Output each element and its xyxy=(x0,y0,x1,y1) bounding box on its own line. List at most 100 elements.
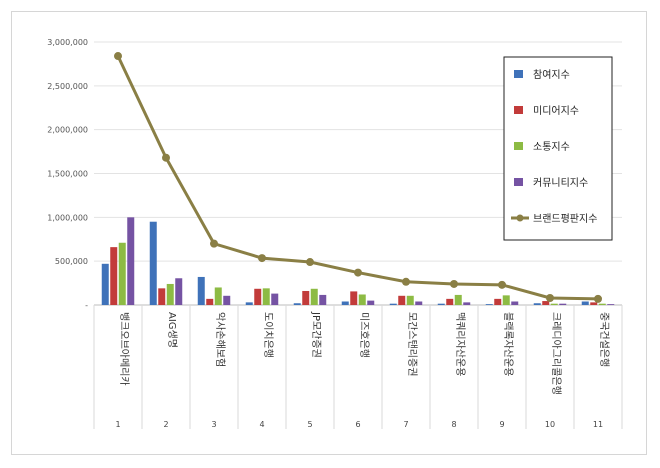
gridlines xyxy=(93,41,623,429)
line-point xyxy=(210,239,218,248)
bar xyxy=(598,303,606,305)
category-label: 블랙록자산운용 xyxy=(502,312,514,376)
bar xyxy=(559,303,567,305)
category-number: 11 xyxy=(593,420,603,429)
line-point xyxy=(306,258,314,267)
y-tick-label: 2,000,000 xyxy=(47,126,88,135)
legend-swatch xyxy=(514,70,523,78)
y-tick-label: 1,000,000 xyxy=(47,213,88,222)
bar xyxy=(254,288,262,305)
category-label: 뱅크오브아메리카 xyxy=(118,312,130,386)
legend-swatch xyxy=(514,178,523,186)
bar xyxy=(437,303,445,305)
y-tick-label: 500,000 xyxy=(55,257,88,266)
bar xyxy=(550,303,558,305)
category-label: 도이치은행 xyxy=(262,312,274,358)
line-point xyxy=(546,293,554,302)
legend-swatch xyxy=(514,106,523,114)
bar xyxy=(389,303,397,305)
category-label: 모간스탠리증권 xyxy=(406,312,418,376)
brand-index-line xyxy=(114,52,602,303)
category-number: 10 xyxy=(545,420,555,429)
bar xyxy=(485,304,493,305)
line-point xyxy=(594,294,602,303)
legend-label: 브랜드평판지수 xyxy=(533,213,597,225)
line-point xyxy=(498,280,506,289)
line-point xyxy=(450,279,458,288)
line-point xyxy=(402,277,410,286)
bar xyxy=(533,303,541,305)
bar xyxy=(166,283,174,305)
chart-frame: - 500,000 1,000,000 1,500,000 2,000,000 2,500… xyxy=(11,11,647,455)
bar xyxy=(101,263,109,305)
bar xyxy=(358,294,366,305)
category-number: 6 xyxy=(355,420,360,429)
y-axis-ticks: - 500,000 1,000,000 1,500,000 2,000,000 2,500… xyxy=(47,38,88,310)
bar xyxy=(110,247,118,305)
bar xyxy=(271,293,279,305)
bar xyxy=(463,302,471,305)
y-tick-label: 1,500,000 xyxy=(47,170,88,179)
bar xyxy=(511,301,519,305)
bar xyxy=(341,301,349,305)
bar xyxy=(310,288,318,305)
category-label: 중국건설은행 xyxy=(598,312,610,367)
bar xyxy=(293,303,301,305)
y-tick-label: - xyxy=(85,301,88,310)
bar xyxy=(590,302,598,305)
category-label: 크레디아그리콜은행 xyxy=(550,312,562,395)
bar xyxy=(206,298,214,305)
category-number: 8 xyxy=(451,420,456,429)
category-number: 1 xyxy=(115,420,120,429)
category-label: 미즈호은행 xyxy=(358,312,370,358)
category-label: 악사손해보험 xyxy=(214,312,227,367)
bar xyxy=(398,295,406,305)
legend-label: 미디어지수 xyxy=(533,105,579,117)
bar xyxy=(581,301,589,305)
legend-label: 커뮤니티지수 xyxy=(533,177,588,189)
legend-label: 소통지수 xyxy=(533,141,570,153)
category-number: 2 xyxy=(163,420,168,429)
y-tick-label: 3,000,000 xyxy=(47,38,88,47)
bar xyxy=(350,291,358,305)
line-point xyxy=(114,52,122,61)
bar xyxy=(158,288,166,305)
category-number: 3 xyxy=(211,420,216,429)
legend-line-marker xyxy=(516,214,524,222)
bar xyxy=(502,295,510,305)
line-point xyxy=(162,153,170,162)
bar xyxy=(262,288,270,305)
bar xyxy=(415,301,423,305)
category-label: 맥쿼리자산운용 xyxy=(454,312,466,376)
bar xyxy=(494,298,502,305)
legend-label: 참여지수 xyxy=(533,69,570,81)
bar xyxy=(175,278,183,305)
category-number: 5 xyxy=(307,420,312,429)
bar xyxy=(214,287,222,305)
bar xyxy=(454,294,462,305)
bar xyxy=(245,302,253,305)
category-number: 4 xyxy=(259,420,264,429)
bar xyxy=(406,295,414,305)
bar xyxy=(223,295,231,305)
bar xyxy=(118,242,126,305)
y-tick-label: 2,500,000 xyxy=(47,82,88,91)
bar xyxy=(319,294,327,305)
x-axis-categories: 뱅크오브아메리카 1 AIG생명 2 악사손해보험 3 도이치은행 4 JP모간증권 5 미즈호은행… xyxy=(115,311,610,429)
line-point xyxy=(258,254,266,263)
bar xyxy=(302,290,310,305)
category-label: AIG생명 xyxy=(166,312,178,348)
legend-swatch xyxy=(514,142,523,150)
bar xyxy=(446,298,454,305)
line-point xyxy=(354,268,362,277)
brand-reputation-chart: - 500,000 1,000,000 1,500,000 2,000,000 2,500… xyxy=(47,38,623,429)
bars xyxy=(101,217,615,305)
bar xyxy=(367,300,375,305)
bar xyxy=(607,304,615,305)
category-number: 7 xyxy=(403,420,408,429)
bar xyxy=(127,217,135,305)
bar xyxy=(197,276,205,305)
bar xyxy=(542,301,550,305)
bar xyxy=(149,221,157,305)
